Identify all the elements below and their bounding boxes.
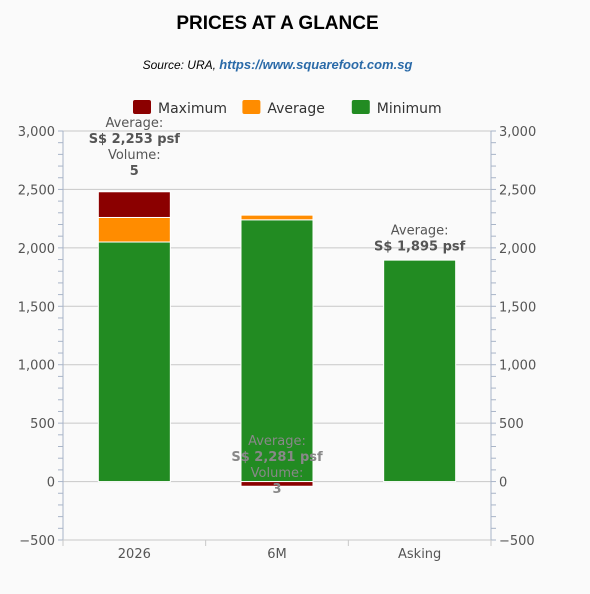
y-tick-label-right: −500 (499, 534, 535, 549)
legend-swatch-minimum (351, 100, 370, 114)
y-tick-label-left: 1,000 (18, 359, 55, 374)
bar-average-6m (240, 214, 314, 221)
x-tick-label: Asking (398, 547, 441, 562)
y-tick-label-left: 2,000 (18, 242, 55, 257)
y-tick-label-right: 2,500 (499, 183, 536, 198)
legend-label-average[interactable]: Average (267, 101, 325, 117)
data-label: Volume: (108, 148, 161, 163)
legend-label-maximum[interactable]: Maximum (158, 101, 227, 117)
bar-average-2026 (97, 216, 171, 243)
y-tick-label-left: 2,500 (18, 183, 55, 198)
y-tick-label-left: 0 (47, 476, 55, 491)
data-label: Volume: (251, 466, 304, 481)
y-tick-label-left: −500 (19, 534, 55, 549)
data-label: S$ 2,253 psf (89, 132, 181, 147)
x-tick-label: 6M (267, 547, 287, 562)
y-tick-label-right: 2,000 (499, 242, 536, 257)
y-tick-label-left: 1,500 (18, 300, 55, 315)
data-label: S$ 1,895 psf (374, 240, 466, 255)
bar-maximum-6m (240, 481, 314, 487)
data-label: 3 (272, 482, 281, 497)
bar-minimum-2026 (97, 241, 171, 483)
y-tick-label-right: 500 (499, 417, 524, 432)
bar-minimum-asking (383, 259, 457, 483)
data-label: S$ 2,281 psf (231, 450, 323, 465)
y-tick-label-right: 1,500 (499, 300, 536, 315)
source-link[interactable]: https://www.squarefoot.com.sg (219, 57, 413, 72)
bar-maximum-2026 (97, 191, 171, 218)
y-tick-label-right: 1,000 (499, 359, 536, 374)
source-prefix: Source: URA, (142, 58, 220, 72)
x-tick-label: 2026 (118, 547, 151, 562)
data-label: Average: (105, 116, 163, 131)
chart-title: PRICES AT A GLANCE (176, 13, 379, 34)
bar-minimum-6m (240, 219, 314, 483)
data-label: Average: (391, 224, 449, 239)
chart-subtitle: Source: URA, https://www.squarefoot.com.… (0, 57, 555, 72)
legend-swatch-average (242, 100, 261, 114)
y-tick-label-right: 3,000 (499, 125, 536, 140)
y-tick-label-right: 0 (499, 476, 507, 491)
data-label: Average: (248, 434, 306, 449)
y-tick-label-left: 3,000 (18, 125, 55, 140)
data-label: 5 (130, 164, 139, 179)
legend-swatch-maximum (133, 100, 151, 114)
legend-label-minimum[interactable]: Minimum (377, 101, 442, 117)
y-tick-label-left: 500 (30, 417, 55, 432)
